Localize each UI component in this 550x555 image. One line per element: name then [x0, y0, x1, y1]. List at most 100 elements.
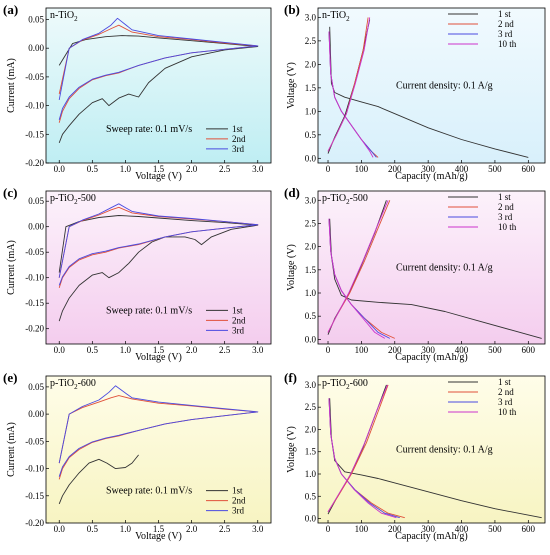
y-tick-label: 0.0	[305, 153, 317, 163]
sample-label: p-TiO2-500	[322, 193, 368, 206]
y-tick-label: 3.0	[305, 12, 317, 22]
sample-subscript: 2	[346, 15, 350, 23]
legend-label: 2nd	[232, 134, 246, 144]
sweep-rate-annotation: Sweep rate: 0.1 mV/s	[106, 305, 192, 316]
x-tick-label: 2.0	[186, 524, 198, 534]
plot-background	[318, 8, 545, 163]
x-tick-label: 200	[388, 524, 402, 534]
x-tick-label: 400	[455, 345, 469, 355]
current-density-annotation: Current density: 0.1 A/g	[396, 263, 493, 274]
plot-frame	[317, 190, 546, 345]
x-tick-label: 0	[326, 345, 331, 355]
y-tick-label: 0.0	[305, 514, 317, 524]
legend-label: 3rd	[232, 325, 244, 335]
chart-panel-a: 0.0 0.5 1.0 1.5 2.0 2.5 3.0 0.05 0.00 -0.05 -0.10 -…	[3, 2, 272, 182]
legend-label: 10 th	[498, 407, 517, 417]
y-tick-label: 2.5	[305, 218, 317, 228]
x-tick-label: 100	[355, 524, 369, 534]
y-tick-label: 0.5	[305, 311, 317, 321]
x-tick-label: 3.0	[252, 345, 264, 355]
series-group	[327, 200, 542, 339]
x-tick-label: 600	[522, 524, 536, 534]
legend-label: 1 st	[498, 9, 511, 19]
y-tick-label: -0.15	[25, 129, 44, 139]
legend-label: 3 rd	[498, 397, 513, 407]
x-tick-label: 500	[488, 345, 502, 355]
series-line-1st	[58, 35, 259, 144]
legend-label: 1st	[232, 486, 243, 496]
y-axis-label: Voltage (V)	[286, 244, 297, 291]
x-tick-label: 400	[455, 164, 469, 174]
x-tick-label: 2.5	[219, 164, 231, 174]
panel-letter: (f)	[284, 370, 297, 385]
chart-panel-e: 0.0 0.5 1.0 1.5 2.0 2.5 3.0 0.05 0.00 -0.05 -0.10 -…	[3, 370, 272, 542]
y-tick-label: 0.00	[28, 43, 44, 53]
x-tick-label: 1.5	[153, 524, 165, 534]
x-axis-label: Capacity (mAh/g)	[395, 352, 467, 363]
y-tick-label: 2.0	[305, 424, 317, 434]
x-tick-label: 200	[388, 345, 402, 355]
plot-background	[46, 376, 271, 523]
legend-label: 1st	[232, 124, 243, 134]
y-tick-label: -0.20	[25, 324, 44, 334]
sample-suffix: -500	[350, 193, 368, 204]
legend-label: 10 th	[498, 39, 517, 49]
legend-label: 3 rd	[498, 212, 513, 222]
y-tick-label: -0.15	[25, 491, 44, 501]
x-tick-label: 500	[488, 164, 502, 174]
x-tick-label: 3.0	[252, 164, 264, 174]
x-tick-label: 0	[326, 524, 331, 534]
panel-letter: (b)	[284, 2, 300, 17]
y-tick-label: 0.5	[305, 491, 317, 501]
y-tick-label: -0.10	[25, 101, 44, 111]
sample-subscript: 2	[346, 198, 350, 206]
plot-frame	[317, 375, 546, 524]
plot-background	[318, 191, 545, 344]
y-tick-label: 2.5	[305, 36, 317, 46]
legend-label: 1 st	[498, 377, 511, 387]
x-tick-label: 0.0	[54, 345, 66, 355]
panel-letter: (a)	[3, 2, 18, 17]
legend-label: 1st	[232, 305, 243, 315]
x-tick-label: 300	[421, 164, 435, 174]
sample-subscript: 2	[74, 383, 78, 391]
legend-label: 1 st	[498, 192, 511, 202]
x-tick-label: 1.0	[120, 345, 132, 355]
y-tick-label: -0.10	[25, 273, 44, 283]
series-group	[58, 203, 259, 322]
x-tick-label: 1.5	[153, 164, 165, 174]
series-line-3rd	[58, 203, 259, 286]
x-tick-label: 300	[421, 524, 435, 534]
series-line-1st	[58, 215, 259, 322]
chart-panel-d: 0 100 200 300 400 500 600 3.0 2.5 2.0 1.5 1.0 0.5 0.0…	[284, 185, 546, 363]
series-line-charge	[327, 384, 388, 513]
y-tick-label: 0.00	[28, 222, 44, 232]
series-group	[327, 17, 529, 158]
sample-name: p-TiO	[50, 378, 74, 389]
series-group	[58, 17, 259, 144]
series-line-10th	[328, 31, 374, 158]
panel-letter: (c)	[3, 185, 17, 200]
series-line-3rd	[58, 17, 259, 121]
y-tick-label: 2.5	[305, 402, 317, 412]
x-tick-label: 2.5	[219, 524, 231, 534]
series-line-3rd	[58, 385, 259, 477]
legend-label: 2 nd	[498, 202, 514, 212]
x-tick-label: 1.5	[153, 345, 165, 355]
plot-background	[318, 376, 545, 523]
y-tick-label: -0.15	[25, 298, 44, 308]
panel-letter: (e)	[3, 370, 17, 385]
y-tick-label: 3.0	[305, 380, 317, 390]
x-axis-label: Voltage (V)	[135, 531, 182, 542]
legend-label: 10 th	[498, 222, 517, 232]
series-group	[327, 384, 542, 519]
current-density-annotation: Current density: 0.1 A/g	[396, 444, 493, 455]
legend-label: 3rd	[232, 144, 244, 154]
y-tick-label: 1.5	[305, 265, 317, 275]
sample-name: p-TiO	[322, 378, 346, 389]
x-tick-label: 100	[355, 345, 369, 355]
sweep-rate-annotation: Sweep rate: 0.1 mV/s	[106, 124, 192, 135]
x-axis-label: Capacity (mAh/g)	[395, 531, 467, 542]
x-tick-label: 0	[326, 164, 331, 174]
